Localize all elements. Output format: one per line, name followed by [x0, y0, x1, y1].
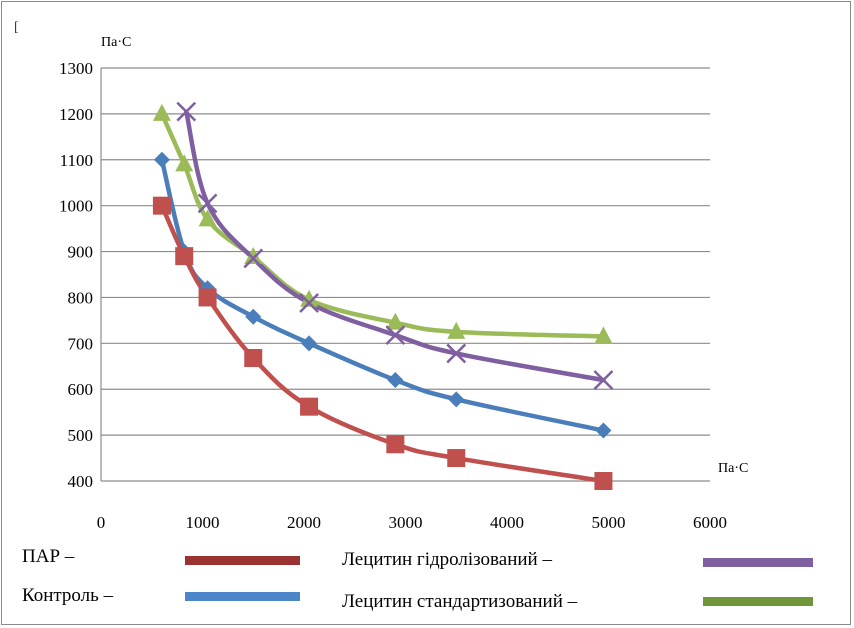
- legend-item-lecithin-hydrolyzed: Лецитин гідролізований –: [342, 549, 552, 571]
- data-point-square: [386, 435, 405, 454]
- cross-stroke: [176, 101, 197, 122]
- data-point-square: [244, 349, 263, 368]
- cross-stroke: [197, 193, 218, 214]
- y-tick-label: 700: [68, 334, 94, 353]
- legend-swatch-lecithin-hydrolyzed: [703, 558, 813, 567]
- y-tick-label: 900: [68, 243, 94, 262]
- x-axis-unit-label: Па·С: [718, 461, 748, 476]
- data-point-cross: [446, 343, 467, 364]
- legend-swatch-control: [185, 592, 300, 601]
- cross-stroke: [385, 325, 406, 345]
- data-point-cross: [243, 248, 264, 269]
- y-tick-label: 1000: [59, 197, 93, 216]
- legend-label-lecithin-hydrolyzed: Лецитин гідролізований –: [342, 549, 552, 570]
- y-tick-label: 600: [68, 380, 94, 399]
- data-point-diamond: [153, 151, 170, 168]
- cross-stroke: [593, 370, 614, 390]
- y-tick-label: 500: [68, 426, 94, 445]
- data-point-triangle: [175, 154, 194, 172]
- grid-lines: [101, 67, 710, 436]
- data-point-triangle: [386, 312, 405, 330]
- data-point-square: [594, 472, 613, 490]
- data-point-diamond: [595, 422, 612, 439]
- data-point-diamond: [448, 391, 465, 408]
- x-tick-label: 1000: [186, 513, 220, 532]
- data-point-triangle: [594, 326, 613, 344]
- cross-stroke: [243, 248, 264, 269]
- y-tick-label: 1200: [59, 105, 93, 124]
- data-point-square: [447, 449, 466, 468]
- y-axis-unit-label: Па·С: [101, 35, 131, 50]
- data-point-diamond: [245, 308, 262, 325]
- x-tick-label: 5000: [592, 513, 626, 532]
- data-point-square: [300, 397, 319, 416]
- data-point-triangle: [244, 247, 263, 265]
- legend-item-control: Контроль –: [22, 585, 113, 607]
- legend-swatch-par: [185, 556, 300, 565]
- data-point-cross: [385, 325, 406, 345]
- data-point-cross: [593, 370, 614, 390]
- y-tick-label: 400: [68, 472, 94, 491]
- legend-label-lecithin-standardized: Лецитин стандартизований –: [342, 591, 578, 612]
- corner-bracket-icon: [: [14, 20, 19, 35]
- x-tick-label: 6000: [693, 513, 727, 532]
- data-point-cross: [197, 193, 218, 214]
- cross-stroke: [299, 293, 319, 313]
- data-point-square: [198, 288, 217, 307]
- legend-swatch-lecithin-standardized: [703, 597, 813, 606]
- series-markers: [152, 101, 614, 490]
- y-tick-label: 1100: [60, 151, 93, 170]
- x-tick-label: 3000: [389, 513, 423, 532]
- data-point-cross: [299, 293, 319, 313]
- legend-item-par: ПАР –: [22, 546, 74, 568]
- x-tick-labels: 0 1000 2000 3000 4000 5000 6000: [97, 513, 727, 532]
- legend-label-par: ПАР –: [22, 546, 75, 567]
- data-point-square: [175, 247, 194, 266]
- data-point-triangle: [300, 289, 319, 307]
- series-line: [159, 157, 606, 433]
- y-tick-label: 1300: [59, 59, 93, 78]
- data-point-triangle: [152, 103, 171, 121]
- x-tick-label: 2000: [287, 513, 321, 532]
- data-point-cross: [176, 101, 197, 122]
- y-tick-label: 800: [68, 288, 94, 307]
- data-point-square: [152, 196, 171, 215]
- data-point-diamond: [301, 335, 318, 352]
- y-tick-labels: 400 500 600 700 800 900 1000 1100 1200 1300: [59, 59, 93, 491]
- data-point-diamond: [387, 372, 404, 389]
- legend-label-control: Контроль –: [22, 585, 114, 606]
- series-line: [184, 109, 606, 383]
- cross-stroke: [446, 343, 467, 364]
- series-lines: [159, 109, 606, 484]
- x-tick-label: 4000: [490, 513, 524, 532]
- x-tick-label: 0: [97, 513, 106, 532]
- data-point-triangle: [447, 321, 466, 339]
- data-point-triangle: [198, 209, 217, 227]
- legend-item-lecithin-standardized: Лецитин стандартизований –: [342, 591, 577, 613]
